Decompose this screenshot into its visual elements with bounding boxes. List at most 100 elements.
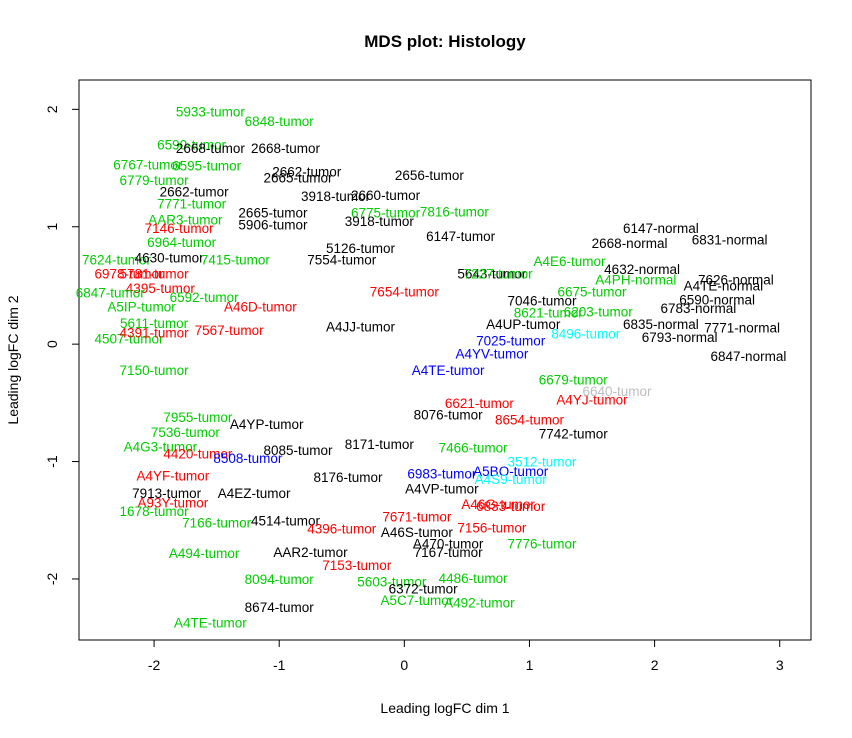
point-label: 7150-tumor	[120, 363, 190, 378]
point-label: 7466-tumor	[439, 440, 509, 455]
point-label: 8508-tumor	[213, 451, 283, 466]
point-label: 3512-tumor	[507, 455, 577, 470]
point-label: 7816-tumor	[420, 204, 490, 219]
point-label: 4514-tumor	[251, 513, 321, 528]
point-label: 7626-normal	[698, 273, 774, 288]
point-label: 5781-tumor	[120, 267, 190, 282]
point-label: 6847-tumor	[76, 285, 146, 300]
y-tick-label: -1	[44, 455, 60, 468]
point-label: 7654-tumor	[370, 284, 440, 299]
point-label: 2662-tumor	[272, 165, 342, 180]
x-tick-label: -1	[273, 657, 286, 673]
point-label: 4486-tumor	[439, 571, 509, 586]
point-label: A4YJ-tumor	[556, 392, 628, 407]
point-label: 7146-tumor	[145, 221, 215, 236]
y-axis-label: Leading logFC dim 2	[5, 295, 21, 424]
point-label: 7913-tumor	[132, 486, 202, 501]
point-label: A5IP-tumor	[107, 300, 176, 315]
point-label: 8076-tumor	[414, 408, 484, 423]
point-label: A4TE-tumor	[412, 363, 485, 378]
point-label: A46G-tumor	[461, 497, 535, 512]
point-label: 2665-tumor	[238, 206, 308, 221]
point-label: 7771-normal	[704, 321, 780, 336]
point-label: 5933-tumor	[176, 105, 246, 120]
point-label: 4420-tumor	[163, 446, 233, 461]
point-label: A4S9-tumor	[475, 472, 548, 487]
point-label: 6793-normal	[642, 330, 718, 345]
point-label: 6640-tumor	[583, 384, 653, 399]
point-label: 2660-tumor	[351, 188, 421, 203]
point-label: 6833-tumor	[476, 499, 546, 514]
point-label: 7046-tumor	[507, 294, 577, 309]
point-labels: 5933-tumor6848-tumor6590-tumor2668-tumor…	[76, 105, 787, 631]
point-label: 7167-tumor	[414, 545, 484, 560]
point-label: 7166-tumor	[182, 516, 252, 531]
x-axis-label: Leading logFC dim 1	[380, 700, 509, 716]
x-tick-label: 0	[400, 657, 408, 673]
point-label: A4PH-normal	[595, 273, 676, 288]
point-label: 7025-tumor	[476, 334, 546, 349]
point-label: 2662-tumor	[160, 185, 230, 200]
point-label: 5611-tumor	[120, 316, 189, 331]
point-label: 6147-tumor	[426, 229, 496, 244]
point-label: 7156-tumor	[457, 520, 527, 535]
point-label: 6675-tumor	[558, 284, 628, 299]
point-label: 7771-tumor	[157, 196, 227, 211]
point-label: A4UP-tumor	[486, 317, 561, 332]
x-tick-label: 1	[526, 657, 534, 673]
point-label: A4JJ-tumor	[326, 320, 396, 335]
point-label: 7742-tumor	[539, 426, 609, 441]
point-label: 7671-tumor	[382, 510, 452, 525]
point-label: 4507-tumor	[95, 331, 165, 346]
point-label: A5C7-tumor	[380, 593, 453, 608]
point-label: 6964-tumor	[147, 235, 217, 250]
point-label: 6679-tumor	[539, 372, 609, 387]
point-label: 7624-tumor	[82, 253, 152, 268]
point-label: AAR2-tumor	[273, 545, 348, 560]
point-label: 6372-tumor	[389, 581, 459, 596]
point-label: A4VP-tumor	[405, 482, 479, 497]
point-label: 7227-tumor	[464, 267, 534, 282]
point-label: 7536-tumor	[151, 425, 221, 440]
x-axis: -2 -1 0 1 2 3	[148, 639, 784, 673]
point-label: 3918-tumor	[345, 214, 415, 229]
point-label: 6775-tumor	[351, 206, 421, 221]
point-label: 6590-tumor	[157, 138, 227, 153]
point-label: 6835-normal	[623, 317, 699, 332]
point-label: 5126-tumor	[326, 241, 396, 256]
x-tick-label: 2	[651, 657, 659, 673]
point-label: 6783-normal	[660, 301, 736, 316]
point-label: 6831-normal	[692, 233, 768, 248]
point-label: A492-tumor	[444, 595, 515, 610]
point-label: A46D-tumor	[224, 300, 297, 315]
point-label: A46S-tumor	[381, 525, 454, 540]
point-label: 4396-tumor	[307, 521, 377, 536]
point-label: 4632-normal	[604, 262, 680, 277]
x-tick-label: -2	[148, 657, 161, 673]
point-label: 5603-tumor	[357, 574, 427, 589]
point-label: 6848-tumor	[245, 114, 315, 129]
point-label: A4YV-tumor	[456, 347, 529, 362]
point-label: 4630-tumor	[135, 250, 205, 265]
point-label: 7955-tumor	[163, 410, 233, 425]
point-label: 6983-tumor	[407, 466, 477, 481]
point-label: AAR3-tumor	[148, 213, 223, 228]
point-label: 6621-tumor	[445, 396, 515, 411]
point-label: 2668-tumor	[176, 141, 246, 156]
point-label: 6147-normal	[623, 221, 699, 236]
point-label: 6779-tumor	[120, 173, 190, 188]
point-label: 2668-tumor	[251, 141, 321, 156]
point-label: 8176-tumor	[314, 470, 384, 485]
point-label: 7415-tumor	[201, 253, 271, 268]
y-tick-label: -2	[44, 573, 60, 586]
point-label: 5906-tumor	[238, 217, 308, 232]
point-label: 1678-tumor	[120, 504, 190, 519]
point-label: 6767-tumor	[113, 158, 183, 173]
point-label: 8654-tumor	[495, 412, 565, 427]
point-label: 8496-tumor	[551, 327, 621, 342]
point-label: 6592-tumor	[170, 290, 240, 305]
point-label: 6595-tumor	[172, 159, 242, 174]
point-label: 2668-normal	[592, 236, 668, 251]
point-label: 8094-tumor	[245, 572, 315, 587]
